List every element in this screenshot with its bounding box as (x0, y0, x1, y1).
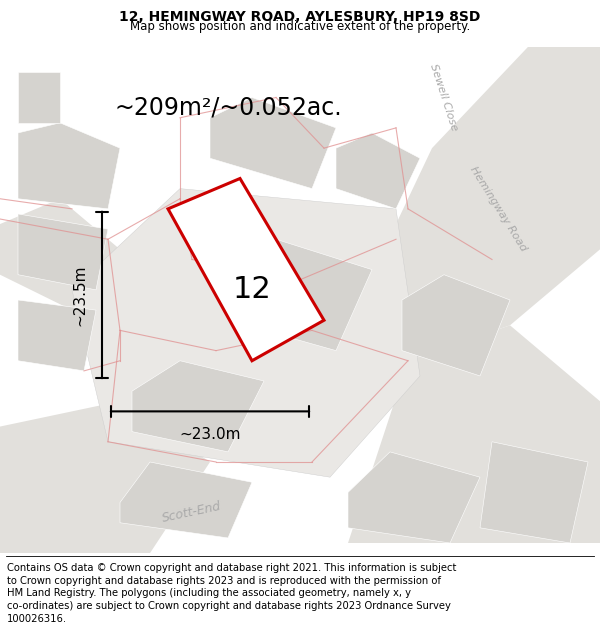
Polygon shape (336, 133, 420, 209)
Text: Map shows position and indicative extent of the property.: Map shows position and indicative extent… (130, 20, 470, 32)
Polygon shape (480, 442, 588, 543)
Polygon shape (18, 122, 120, 209)
Polygon shape (18, 214, 108, 290)
Polygon shape (210, 98, 336, 189)
Text: 12, HEMINGWAY ROAD, AYLESBURY, HP19 8SD: 12, HEMINGWAY ROAD, AYLESBURY, HP19 8SD (119, 10, 481, 24)
Polygon shape (120, 462, 252, 538)
Polygon shape (168, 179, 324, 361)
Text: Sewell Close: Sewell Close (428, 62, 460, 132)
Polygon shape (372, 47, 600, 361)
Polygon shape (348, 452, 480, 543)
Polygon shape (0, 401, 210, 553)
Polygon shape (132, 361, 264, 452)
Text: HM Land Registry. The polygons (including the associated geometry, namely x, y: HM Land Registry. The polygons (includin… (7, 588, 411, 598)
Polygon shape (18, 300, 96, 371)
Polygon shape (402, 275, 510, 376)
Text: Hemingway Road: Hemingway Road (468, 164, 528, 253)
Text: ~23.0m: ~23.0m (179, 426, 241, 441)
Text: Scott-End: Scott-End (161, 500, 223, 525)
Text: to Crown copyright and database rights 2023 and is reproduced with the permissio: to Crown copyright and database rights 2… (7, 576, 441, 586)
Polygon shape (18, 72, 60, 122)
Polygon shape (72, 189, 420, 478)
Text: 12: 12 (233, 276, 271, 304)
Polygon shape (0, 199, 120, 310)
Polygon shape (348, 325, 600, 543)
Text: 100026316.: 100026316. (7, 614, 67, 624)
Text: co-ordinates) are subject to Crown copyright and database rights 2023 Ordnance S: co-ordinates) are subject to Crown copyr… (7, 601, 451, 611)
Text: Contains OS data © Crown copyright and database right 2021. This information is : Contains OS data © Crown copyright and d… (7, 563, 457, 573)
Polygon shape (228, 239, 372, 351)
Text: ~209m²/~0.052ac.: ~209m²/~0.052ac. (114, 96, 342, 119)
Text: ~23.5m: ~23.5m (72, 264, 87, 326)
